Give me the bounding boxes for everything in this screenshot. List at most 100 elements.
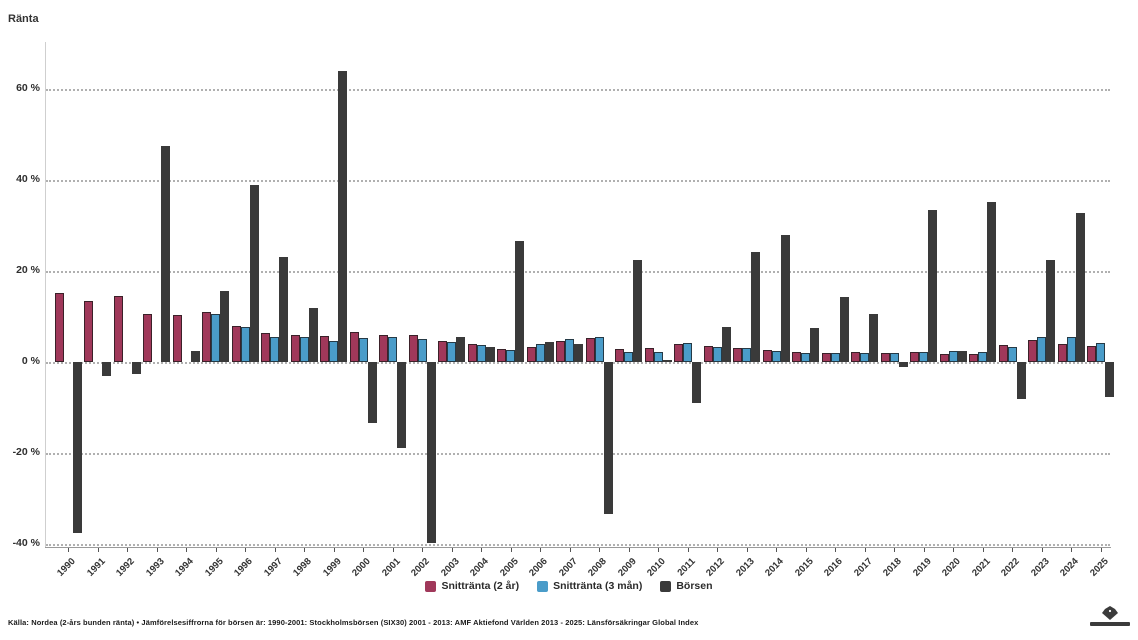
bar-snittränta-3-mån--2012[interactable] (712, 346, 722, 362)
bar-börsen-1992[interactable] (131, 362, 141, 374)
legend-item-snittränta-2-år-[interactable]: Snittränta (2 år) (425, 580, 519, 592)
bar-snittränta-2-år--2000[interactable] (349, 332, 359, 362)
bar-snittränta-2-år--2013[interactable] (733, 347, 742, 362)
bar-snittränta-2-år--1993[interactable] (143, 314, 152, 362)
bar-snittränta-3-mån--2001[interactable] (388, 336, 397, 362)
bar-snittränta-2-år--1992[interactable] (113, 296, 123, 362)
bar-snittränta-2-år--2005[interactable] (497, 348, 506, 362)
bar-snittränta-3-mån--2018[interactable] (889, 353, 899, 362)
bar-börsen-2019[interactable] (928, 210, 937, 362)
bar-snittränta-3-mån--2023[interactable] (1037, 336, 1046, 362)
bar-snittränta-3-mån--2007[interactable] (565, 339, 574, 362)
bar-snittränta-3-mån--1995[interactable] (211, 314, 220, 362)
bar-snittränta-2-år--2007[interactable] (556, 340, 565, 362)
bar-snittränta-3-mån--2025[interactable] (1096, 342, 1105, 362)
bar-snittränta-2-år--2004[interactable] (467, 343, 477, 362)
bar-snittränta-3-mån--2008[interactable] (594, 336, 604, 362)
bar-börsen-2020[interactable] (957, 351, 967, 362)
bar-snittränta-3-mån--2009[interactable] (624, 352, 633, 362)
legend-item-börsen[interactable]: Börsen (660, 580, 713, 592)
bar-snittränta-2-år--2015[interactable] (792, 352, 801, 362)
bar-börsen-1998[interactable] (308, 308, 318, 362)
bar-börsen-2023[interactable] (1046, 260, 1055, 362)
bar-snittränta-2-år--2012[interactable] (703, 345, 713, 362)
bar-snittränta-2-år--1990[interactable] (54, 292, 64, 362)
bar-snittränta-2-år--2010[interactable] (644, 347, 654, 362)
bar-snittränta-2-år--1997[interactable] (261, 332, 270, 362)
bar-börsen-2024[interactable] (1075, 213, 1085, 362)
bar-börsen-2018[interactable] (898, 362, 908, 368)
bar-snittränta-2-år--2025[interactable] (1087, 345, 1096, 362)
bar-snittränta-3-mån--2024[interactable] (1066, 336, 1076, 362)
bar-snittränta-2-år--1998[interactable] (290, 335, 300, 362)
bar-snittränta-3-mån--2010[interactable] (653, 351, 663, 362)
bar-snittränta-3-mån--2017[interactable] (860, 352, 869, 362)
bar-snittränta-2-år--1991[interactable] (84, 301, 93, 362)
bar-snittränta-3-mån--2003[interactable] (447, 341, 456, 362)
bar-snittränta-2-år--2019[interactable] (910, 351, 919, 362)
bar-börsen-2011[interactable] (692, 362, 701, 404)
bar-börsen-2022[interactable] (1016, 362, 1026, 400)
bar-snittränta-3-mån--2021[interactable] (978, 351, 987, 362)
bar-börsen-1990[interactable] (72, 362, 82, 534)
bar-börsen-2006[interactable] (544, 341, 554, 362)
bar-snittränta-3-mån--2020[interactable] (948, 351, 958, 362)
bar-snittränta-3-mån--2016[interactable] (830, 352, 840, 362)
bar-börsen-2001[interactable] (397, 362, 406, 448)
bar-snittränta-2-år--2021[interactable] (969, 354, 978, 362)
bar-snittränta-3-mån--2000[interactable] (358, 337, 368, 362)
bar-snittränta-2-år--2014[interactable] (762, 350, 772, 362)
bar-börsen-2002[interactable] (426, 362, 436, 544)
bar-snittränta-2-år--2016[interactable] (821, 352, 831, 362)
bar-snittränta-3-mån--2006[interactable] (535, 343, 545, 362)
bar-börsen-2015[interactable] (810, 327, 819, 362)
bar-börsen-2003[interactable] (456, 337, 465, 362)
bar-snittränta-3-mån--2005[interactable] (506, 350, 515, 362)
bar-snittränta-2-år--2020[interactable] (939, 353, 949, 362)
bar-börsen-1993[interactable] (161, 145, 170, 362)
bar-snittränta-2-år--1996[interactable] (231, 325, 241, 362)
bar-snittränta-2-år--1995[interactable] (202, 311, 211, 362)
bar-snittränta-2-år--2022[interactable] (998, 345, 1008, 362)
bar-snittränta-2-år--2002[interactable] (408, 334, 418, 362)
bar-snittränta-3-mån--1999[interactable] (329, 341, 338, 362)
bar-snittränta-3-mån--2019[interactable] (919, 351, 928, 362)
bar-snittränta-2-år--2017[interactable] (851, 352, 860, 362)
bar-snittränta-3-mån--1997[interactable] (270, 336, 279, 362)
bar-börsen-2009[interactable] (633, 260, 642, 362)
bar-börsen-1991[interactable] (102, 362, 111, 376)
bar-snittränta-3-mån--2004[interactable] (476, 345, 486, 362)
bar-snittränta-3-mån--1998[interactable] (299, 336, 309, 362)
bar-börsen-2016[interactable] (839, 297, 849, 362)
bar-börsen-1999[interactable] (338, 70, 347, 362)
bar-börsen-2014[interactable] (780, 235, 790, 362)
bar-snittränta-3-mån--2015[interactable] (801, 352, 810, 362)
bar-börsen-2021[interactable] (987, 201, 996, 362)
bar-snittränta-2-år--2018[interactable] (880, 353, 890, 362)
bar-börsen-2017[interactable] (869, 314, 878, 362)
bar-börsen-2010[interactable] (662, 360, 672, 362)
bar-snittränta-3-mån--1996[interactable] (240, 326, 250, 362)
bar-börsen-2007[interactable] (574, 343, 583, 362)
bar-börsen-1997[interactable] (279, 257, 288, 362)
bar-börsen-2005[interactable] (515, 240, 524, 362)
bar-börsen-2008[interactable] (603, 362, 613, 514)
bar-börsen-2000[interactable] (367, 362, 377, 424)
bar-snittränta-2-år--2011[interactable] (674, 343, 683, 362)
bar-börsen-2025[interactable] (1105, 362, 1114, 397)
bar-snittränta-3-mån--2002[interactable] (417, 338, 427, 362)
bar-snittränta-2-år--2003[interactable] (438, 341, 447, 362)
bar-börsen-1994[interactable] (190, 351, 200, 362)
bar-börsen-1995[interactable] (220, 291, 229, 362)
bar-börsen-1996[interactable] (249, 184, 259, 362)
bar-snittränta-2-år--2008[interactable] (585, 337, 595, 362)
bar-snittränta-3-mån--2011[interactable] (683, 342, 692, 362)
bar-snittränta-3-mån--2022[interactable] (1007, 347, 1017, 362)
bar-snittränta-3-mån--2014[interactable] (771, 350, 781, 362)
bar-börsen-2004[interactable] (485, 346, 495, 362)
bar-snittränta-2-år--2009[interactable] (615, 348, 624, 362)
bar-börsen-2013[interactable] (751, 251, 760, 362)
bar-snittränta-2-år--2023[interactable] (1028, 340, 1037, 362)
legend-item-snittränta-3-mån-[interactable]: Snittränta (3 mån) (537, 580, 642, 592)
bar-snittränta-2-år--2006[interactable] (526, 346, 536, 362)
